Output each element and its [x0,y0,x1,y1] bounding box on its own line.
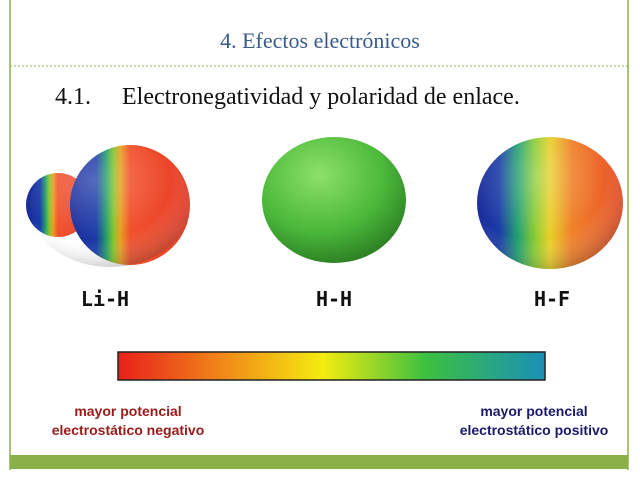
header-title: 4. Efectos electrónicos [220,28,420,53]
molecule-label: Li-H [81,287,129,311]
scale-label: mayor potencial [74,403,181,419]
molecule-lih [26,143,190,267]
scale-label: electrostático negativo [52,422,205,438]
section-title: Electronegatividad y polaridad de enlace… [122,84,520,110]
molecule-hf [477,137,623,269]
potential-scale [117,351,546,381]
footer-bar [10,455,628,469]
scale-label: electrostático positivo [460,422,609,438]
molecule-label: H-H [316,287,352,311]
scale-label: mayor potencial [480,403,587,419]
molecule-label: H-F [534,287,570,311]
molecule-hh [262,137,406,263]
section-number: 4.1. [55,84,91,110]
